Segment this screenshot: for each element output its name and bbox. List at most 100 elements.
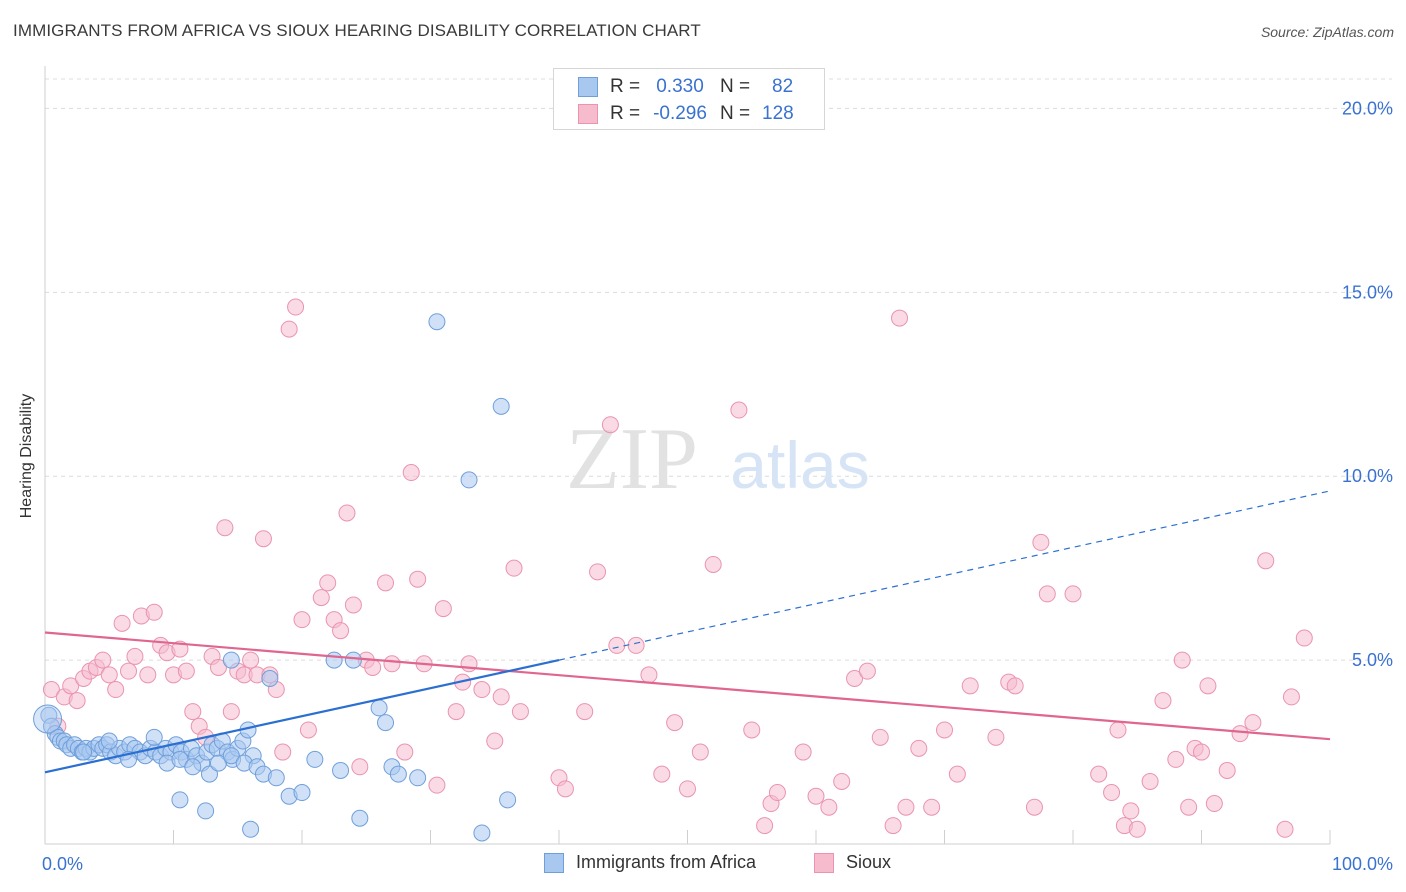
trend-lines	[44, 490, 1331, 774]
africa-point	[460, 471, 478, 489]
sioux-point	[460, 655, 478, 673]
sioux-point	[691, 743, 709, 761]
africa-point	[222, 747, 240, 765]
r-label: R =	[610, 103, 641, 124]
africa-point	[242, 820, 260, 838]
africa-point	[261, 669, 279, 687]
legend-row-africa: R = 0.330 N = 82	[578, 75, 793, 99]
sioux-point	[145, 603, 163, 621]
y-tick-label: 20.0%	[1342, 98, 1393, 118]
sioux-point	[897, 798, 915, 816]
sioux-point	[505, 559, 523, 577]
sioux-point	[1257, 552, 1275, 570]
legend-item-sioux: Sioux	[814, 852, 891, 873]
sioux-point	[139, 666, 157, 684]
chart-title: IMMIGRANTS FROM AFRICA VS SIOUX HEARING …	[13, 21, 701, 40]
sioux-trend-line	[44, 631, 1331, 741]
y-tick-label: 15.0%	[1342, 282, 1393, 302]
sioux-point	[1276, 820, 1294, 838]
sioux-point	[653, 765, 671, 783]
r-value-africa: 0.330	[656, 76, 704, 97]
sioux-point	[608, 636, 626, 654]
n-label: N =	[720, 76, 751, 97]
sioux-point	[871, 728, 889, 746]
sioux-point	[1199, 677, 1217, 695]
sioux-point	[312, 589, 330, 607]
sioux-point	[94, 651, 112, 669]
r-label: R =	[610, 76, 641, 97]
sioux-point	[807, 787, 825, 805]
sioux-point	[447, 703, 465, 721]
sioux-point	[492, 688, 510, 706]
africa-point	[306, 750, 324, 768]
source-credit: Source: ZipAtlas.com	[1260, 24, 1394, 40]
sioux-point	[1282, 688, 1300, 706]
sioux-point	[961, 677, 979, 695]
sioux-point	[287, 298, 305, 316]
sioux-point	[254, 530, 272, 548]
sioux-point	[100, 666, 118, 684]
sioux-point	[1038, 585, 1056, 603]
sioux-point	[1090, 765, 1108, 783]
sioux-point	[113, 614, 131, 632]
africa-point	[200, 765, 218, 783]
sioux-point	[409, 570, 427, 588]
watermark-zip: ZIP	[566, 411, 698, 508]
sioux-swatch	[814, 852, 834, 873]
sioux-point	[216, 519, 234, 537]
legend-label-africa: Immigrants from Africa	[576, 852, 757, 872]
sioux-point	[1122, 802, 1140, 820]
sioux-point	[1025, 798, 1043, 816]
sioux-point	[923, 798, 941, 816]
sioux-point	[948, 765, 966, 783]
sioux-point	[1167, 750, 1185, 768]
sioux-point	[1154, 692, 1172, 710]
sioux-point	[891, 309, 909, 327]
sioux-point	[666, 714, 684, 732]
sioux-point	[319, 574, 337, 592]
africa-point	[325, 651, 343, 669]
sioux-point	[222, 703, 240, 721]
sioux-point	[1231, 725, 1249, 743]
n-value-sioux: 128	[762, 103, 794, 124]
africa-point	[389, 765, 407, 783]
sioux-point	[293, 611, 311, 629]
y-tick-label: 10.0%	[1342, 466, 1393, 486]
sioux-point	[486, 732, 504, 750]
sioux-point	[1244, 714, 1262, 732]
africa-point	[222, 651, 240, 669]
sioux-point	[120, 662, 138, 680]
sioux-point	[68, 692, 86, 710]
africa-point	[370, 699, 388, 717]
tick-labels: 5.0% 10.0% 15.0% 20.0% 0.0% 100.0%	[42, 98, 1393, 874]
africa-point	[409, 769, 427, 787]
africa-point	[293, 784, 311, 802]
sioux-point	[679, 780, 696, 798]
grid-lines	[45, 78, 1392, 661]
sioux-point	[242, 651, 260, 669]
africa-point	[428, 313, 446, 331]
sioux-point	[280, 320, 298, 338]
sioux-point	[1109, 721, 1127, 739]
sioux-point	[62, 677, 80, 695]
africa-point-large	[33, 704, 63, 734]
sioux-point	[377, 574, 395, 592]
sioux-point	[107, 681, 125, 699]
sioux-point	[640, 666, 658, 684]
sioux-point	[743, 721, 761, 739]
sioux-point	[704, 555, 722, 573]
legend-item-africa: Immigrants from Africa	[544, 852, 756, 873]
africa-point	[377, 714, 395, 732]
sioux-point	[987, 728, 1005, 746]
sioux-point	[833, 772, 851, 790]
sioux-point	[556, 780, 574, 798]
africa-point	[100, 732, 118, 750]
sioux-point	[364, 658, 382, 676]
africa-swatch	[578, 77, 598, 97]
series-legend: Immigrants from Africa Sioux	[0, 852, 1406, 876]
sioux-point	[42, 681, 60, 699]
africa-point	[473, 824, 491, 842]
sioux-point	[1141, 772, 1159, 790]
sioux-point	[1032, 533, 1050, 551]
